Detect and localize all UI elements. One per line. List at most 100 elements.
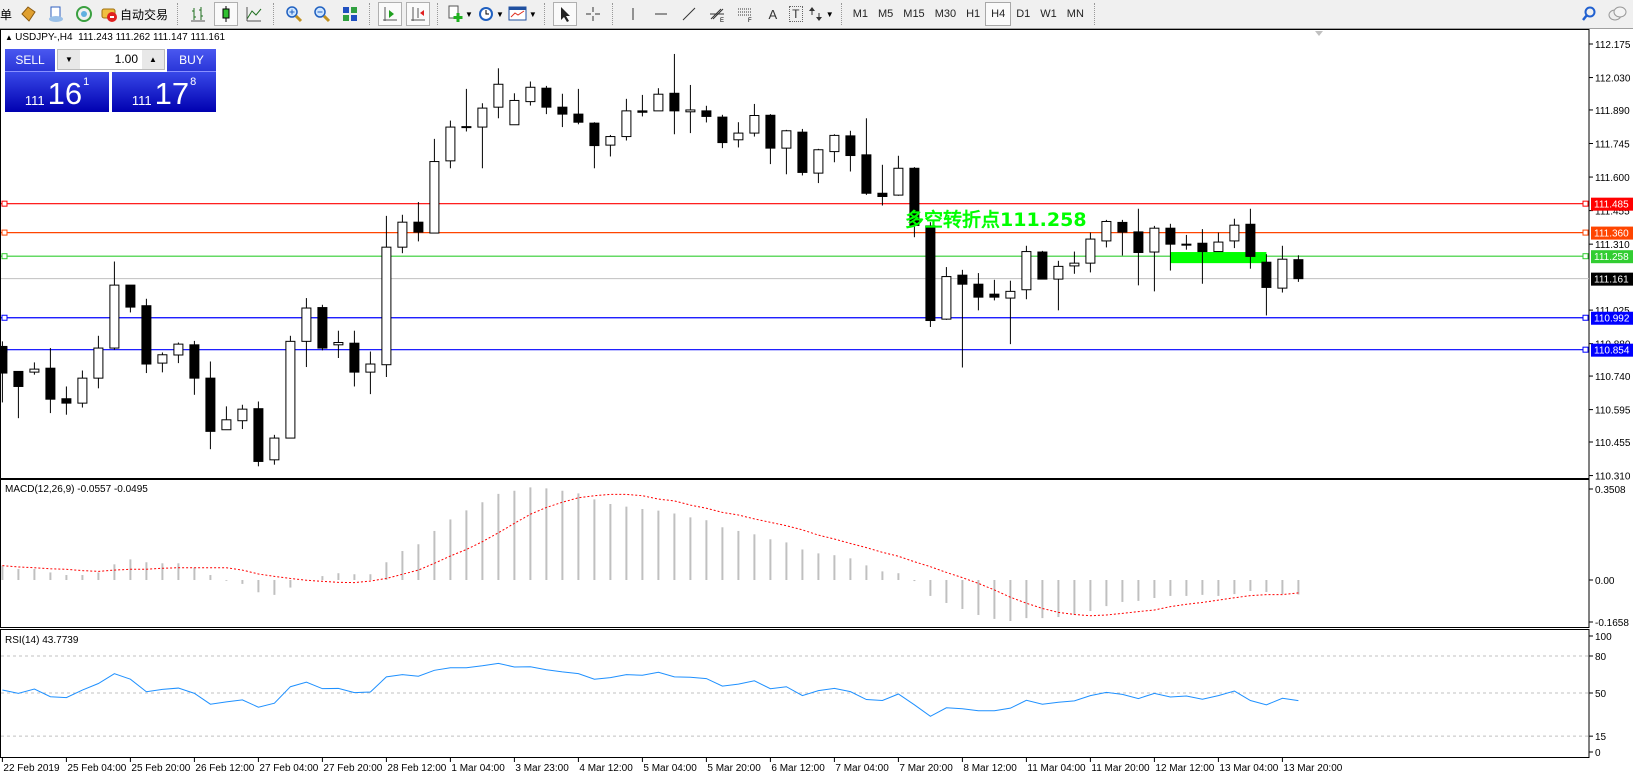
candle: [269, 434, 280, 465]
level-anchor-right: [1582, 200, 1589, 207]
toolbar: 单 自动交易 ▼ ▼ ▼ E F A T ▼ M1 M5 M15 M30 H1 H4 D1 W…: [0, 0, 1633, 29]
cursor-icon[interactable]: [552, 2, 577, 26]
templates-icon[interactable]: ▼: [508, 2, 537, 26]
chart-shift-icon[interactable]: [406, 2, 431, 26]
channel-icon[interactable]: F: [733, 2, 757, 26]
candle: [925, 222, 936, 328]
separator: [611, 3, 614, 25]
price-axis-label: 111.310: [1595, 240, 1630, 251]
timeframe-h1[interactable]: H1: [966, 8, 981, 20]
collapse-triangle-icon[interactable]: ▲: [5, 33, 16, 42]
candle-body: [781, 130, 792, 149]
auto-scroll-icon[interactable]: [378, 2, 403, 26]
candle: [1021, 245, 1032, 300]
periods-icon[interactable]: ▼: [477, 2, 504, 26]
candle-body: [541, 87, 552, 108]
candle-body: [701, 110, 712, 117]
new-order-icon[interactable]: ▼: [446, 2, 473, 26]
price-axis-label: 111.890: [1595, 106, 1630, 117]
auto-trading-button[interactable]: 自动交易: [100, 2, 170, 26]
timeframe-m1[interactable]: M1: [852, 8, 868, 20]
candle: [669, 53, 680, 135]
lot-increase-button[interactable]: ▲: [142, 50, 164, 69]
macd-axis-label: -0.1658: [1595, 618, 1629, 629]
lot-input[interactable]: 1.00: [80, 50, 142, 69]
candle-body: [1213, 241, 1224, 253]
level-price-tag: [1591, 250, 1633, 264]
candle-body: [141, 305, 152, 365]
zoom-in-icon[interactable]: [282, 2, 306, 26]
candle-body: [909, 167, 920, 226]
candle-body: [973, 283, 984, 298]
candle: [941, 267, 952, 320]
buy-price-button[interactable]: 111 17 8: [112, 72, 216, 112]
level-anchor-right: [1582, 346, 1589, 353]
time-axis-label: 13 Mar 04:00: [1219, 763, 1278, 774]
timeframe-mn[interactable]: MN: [1066, 8, 1084, 20]
timeframe-h4[interactable]: H4: [985, 2, 1012, 26]
candle-body: [829, 134, 840, 153]
crosshair-icon[interactable]: [581, 2, 605, 26]
market-watch-icon[interactable]: [16, 2, 40, 26]
buy-button[interactable]: BUY: [167, 49, 216, 72]
candle: [157, 352, 168, 373]
lot-decrease-button[interactable]: ▼: [58, 50, 80, 69]
candle: [541, 85, 552, 115]
rsi-axis-label: 0: [1595, 748, 1601, 759]
candle: [621, 98, 632, 141]
trendline-icon[interactable]: [677, 2, 701, 26]
candle: [1005, 280, 1016, 345]
navigator-icon[interactable]: [72, 2, 96, 26]
line-chart-icon[interactable]: [242, 2, 266, 26]
candle-body: [205, 377, 216, 432]
timeframe-m30[interactable]: M30: [934, 8, 957, 20]
candle: [1133, 208, 1144, 286]
horizontal-line-icon[interactable]: [649, 2, 673, 26]
candle: [109, 261, 120, 350]
candle: [493, 68, 504, 119]
level-price-label: 111.360: [1594, 229, 1629, 240]
arrows-icon[interactable]: ▼: [807, 2, 834, 26]
timeframe-m15[interactable]: M15: [903, 8, 925, 20]
separator: [177, 3, 179, 25]
vertical-line-icon[interactable]: [621, 2, 645, 26]
sell-button[interactable]: SELL: [5, 49, 55, 72]
candle-body: [173, 343, 184, 356]
timeframe-m5[interactable]: M5: [878, 8, 894, 20]
candle: [749, 103, 760, 137]
candle-body: [877, 192, 888, 197]
bar-chart-icon[interactable]: [186, 2, 210, 26]
price-axis-label: 112.175: [1595, 40, 1631, 51]
data-window-icon[interactable]: [44, 2, 68, 26]
sell-price-button[interactable]: 111 16 1: [5, 72, 109, 112]
time-axis-label: 22 Feb 2019: [3, 763, 60, 774]
candle: [1117, 219, 1128, 256]
candle: [381, 215, 392, 377]
timeframe-d1[interactable]: D1: [1016, 8, 1031, 20]
candle-body: [1261, 261, 1272, 288]
candle-body: [509, 99, 520, 126]
candle-body: [685, 109, 696, 113]
rsi-axis-label: 15: [1595, 732, 1607, 743]
candle: [861, 118, 872, 195]
lot-stepper: ▼ 1.00 ▲: [57, 49, 165, 70]
search-icon[interactable]: [1577, 2, 1601, 26]
chat-icon[interactable]: [1605, 2, 1629, 26]
menu-label[interactable]: 单: [0, 7, 13, 22]
zoom-out-icon[interactable]: [310, 2, 334, 26]
macd-axis-label: 0.3508: [1595, 485, 1626, 496]
candle-body: [653, 93, 664, 112]
fibonacci-icon[interactable]: E: [705, 2, 729, 26]
candle-body: [333, 342, 344, 346]
candlestick-icon[interactable]: [214, 2, 239, 26]
candle-body: [941, 276, 952, 320]
timeframe-w1[interactable]: W1: [1040, 8, 1057, 20]
time-axis-label: 12 Mar 12:00: [1155, 763, 1214, 774]
level-price-tag: [1591, 343, 1633, 357]
candle: [461, 88, 472, 132]
tile-windows-icon[interactable]: [338, 2, 362, 26]
level-anchor-left: [1, 229, 8, 236]
text-label-icon[interactable]: T: [788, 6, 803, 22]
text-icon[interactable]: A: [768, 6, 778, 22]
